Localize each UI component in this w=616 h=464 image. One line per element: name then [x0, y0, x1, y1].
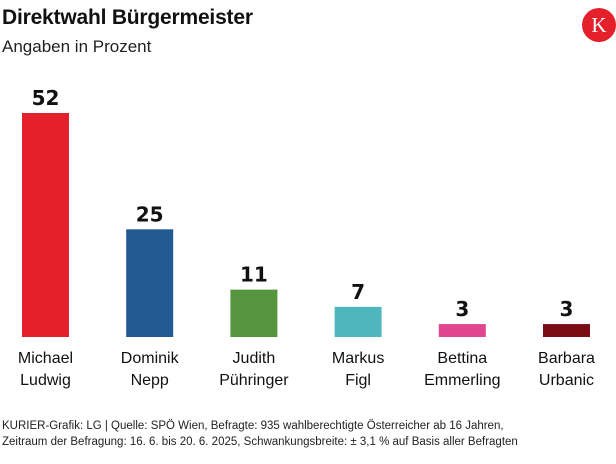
category-label: Judith — [233, 350, 276, 367]
chart-title: Direktwahl Bürgermeister — [2, 6, 253, 29]
bar — [543, 324, 590, 337]
category-label: Urbanic — [539, 372, 594, 389]
category-label: Nepp — [131, 372, 169, 389]
category-label: Emmerling — [424, 372, 500, 389]
category-label: Ludwig — [20, 372, 71, 389]
data-label: 52 — [32, 86, 60, 110]
bar — [126, 229, 174, 337]
source-line-1: KURIER-Grafik: LG | Quelle: SPÖ Wien, Be… — [2, 420, 504, 432]
data-label: 25 — [136, 202, 164, 226]
kurier-logo-icon: K — [582, 8, 616, 42]
bar — [334, 306, 382, 337]
category-label: Barbara — [538, 350, 595, 367]
logo-letter: K — [591, 13, 606, 37]
data-label: 3 — [560, 297, 574, 321]
category-label: Markus — [332, 350, 384, 367]
logo-circle — [582, 8, 616, 42]
source-note: KURIER-Grafik: LG | Quelle: SPÖ Wien, Be… — [2, 418, 518, 450]
chart-subtitle: Angaben in Prozent — [2, 37, 152, 56]
data-label: 7 — [351, 280, 365, 304]
source-line-2: Zeitraum der Befragung: 16. 6. bis 20. 6… — [2, 436, 518, 448]
category-label: Bettina — [437, 350, 487, 367]
bar — [438, 324, 486, 337]
bar — [230, 289, 278, 337]
bar — [22, 113, 69, 337]
data-label: 3 — [455, 297, 469, 321]
category-label: Figl — [345, 372, 371, 389]
category-label: Michael — [18, 350, 73, 367]
category-label: Pühringer — [219, 372, 289, 389]
bar-chart: 52 Michael Ludwig 25 Dominik Nepp 11 Judith Pühr… — [18, 86, 595, 389]
data-label: 11 — [240, 263, 268, 287]
category-label: Dominik — [121, 350, 180, 367]
